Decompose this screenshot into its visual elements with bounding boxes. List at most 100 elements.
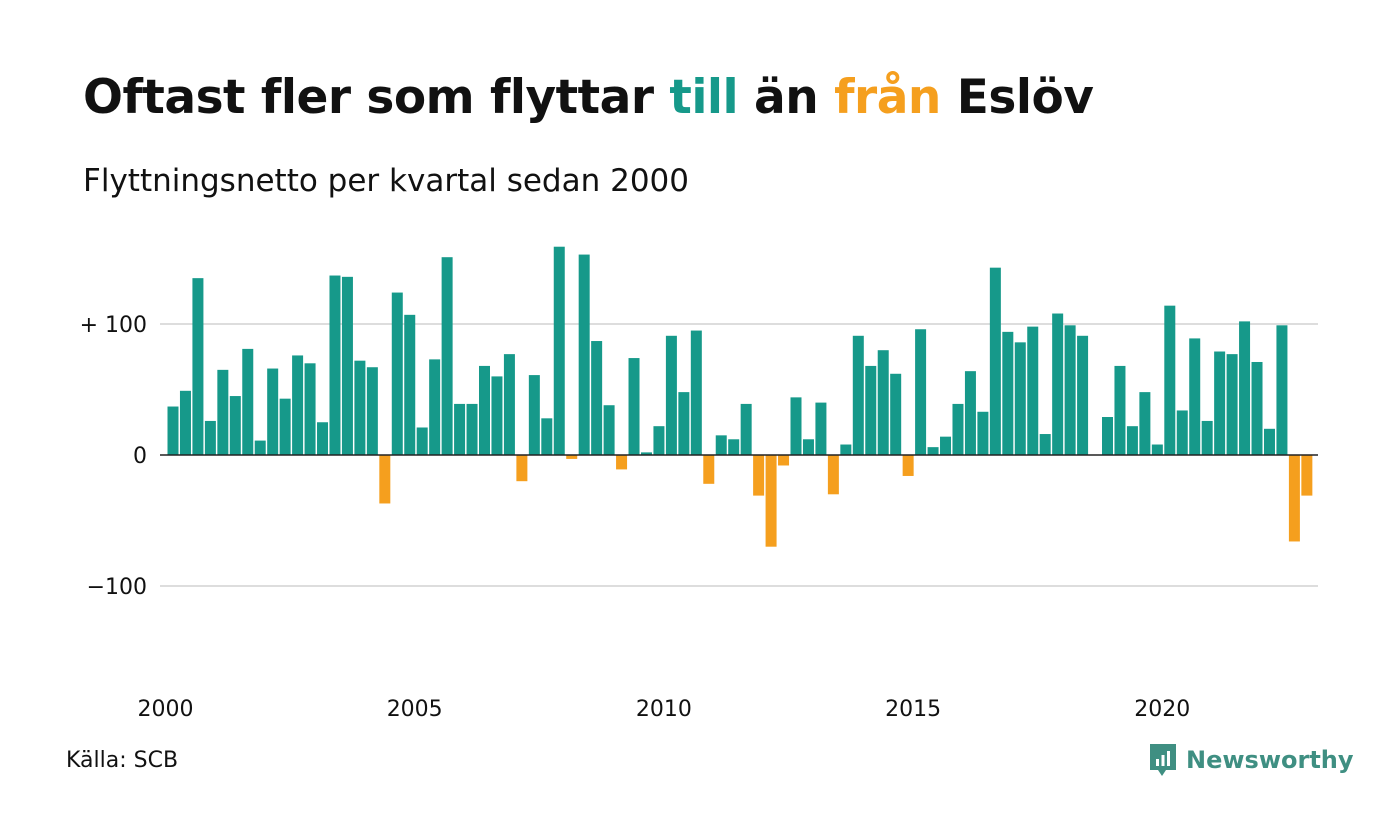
x-tick-label: 2005 xyxy=(387,697,443,722)
bar-2008-q2 xyxy=(578,254,590,455)
bar-2010-q4 xyxy=(703,455,715,484)
bar-2007-q2 xyxy=(528,375,540,455)
bar-2015-q1 xyxy=(915,329,927,455)
bar-2014-q3 xyxy=(890,373,902,455)
bar-2018-q2 xyxy=(1077,335,1089,455)
bar-2017-q1 xyxy=(1014,342,1026,455)
bar-2002-q1 xyxy=(267,368,279,455)
bar-2006-q2 xyxy=(479,365,490,455)
bar-2000-q3 xyxy=(192,278,204,455)
bar-2013-q4 xyxy=(852,335,864,455)
bar-2013-q1 xyxy=(815,402,827,455)
bar-2007-q4 xyxy=(553,246,565,455)
bar-2001-q4 xyxy=(254,440,266,455)
bar-2003-q3 xyxy=(341,276,353,455)
bar-2005-q1 xyxy=(416,427,428,455)
bar-2021-q3 xyxy=(1239,321,1251,455)
bar-2001-q3 xyxy=(242,348,254,455)
bar-2000-q4 xyxy=(204,420,216,455)
bar-2011-q2 xyxy=(728,439,740,455)
bar-2008-q3 xyxy=(591,341,603,455)
bar-2005-q4 xyxy=(454,403,466,455)
y-tick-labels: + 100 0 −100 xyxy=(80,313,147,600)
x-tick-label: 2000 xyxy=(138,697,194,722)
bar-2020-q1 xyxy=(1164,305,1176,455)
bar-2014-q4 xyxy=(902,455,914,476)
bar-2007-q1 xyxy=(516,455,528,482)
bar-2000-q1 xyxy=(167,406,179,455)
bar-2021-q2 xyxy=(1226,354,1238,455)
bar-2005-q2 xyxy=(429,359,441,455)
bar-2011-q4 xyxy=(753,455,765,496)
bar-2018-q4 xyxy=(1102,417,1113,455)
chart-title: Oftast fler som flyttar till än från Esl… xyxy=(83,70,1094,125)
bar-2019-q2 xyxy=(1126,426,1138,455)
bar-2005-q3 xyxy=(441,257,453,455)
brand-logo[interactable]: Newsworthy xyxy=(1148,742,1354,778)
bar-2017-q2 xyxy=(1027,326,1039,455)
bar-2010-q2 xyxy=(678,392,690,455)
bar-2004-q3 xyxy=(391,292,403,455)
bar-2004-q4 xyxy=(404,314,416,455)
bar-2014-q2 xyxy=(877,350,889,455)
x-tick-label: 2010 xyxy=(636,697,692,722)
bar-2011-q1 xyxy=(715,435,727,455)
bar-2016-q2 xyxy=(977,411,989,455)
bar-2020-q4 xyxy=(1201,420,1213,455)
y-tick-label: 0 xyxy=(133,444,147,469)
bar-2019-q1 xyxy=(1114,365,1126,455)
bar-2012-q3 xyxy=(790,397,802,455)
bar-2013-q2 xyxy=(827,455,839,495)
bar-2010-q3 xyxy=(690,330,702,455)
bar-2015-q2 xyxy=(927,447,939,455)
title-fran-word: från xyxy=(834,70,941,125)
bar-2008-q1 xyxy=(566,455,578,459)
bar-2012-q1 xyxy=(765,455,777,547)
bar-2009-q3 xyxy=(640,452,652,455)
newsworthy-logo-icon xyxy=(1150,744,1176,776)
bar-2019-q3 xyxy=(1139,392,1151,455)
source-note: Källa: SCB xyxy=(66,748,179,773)
x-tick-labels: 2000 2005 2010 2015 2020 xyxy=(138,697,1191,722)
bar-2020-q3 xyxy=(1189,338,1201,455)
bar-2003-q4 xyxy=(354,360,366,455)
bar-2000-q2 xyxy=(179,390,191,455)
x-tick-label: 2020 xyxy=(1134,697,1190,722)
bar-2013-q3 xyxy=(840,444,852,455)
x-tick-label: 2015 xyxy=(885,697,941,722)
bar-2002-q3 xyxy=(292,355,304,455)
bar-2004-q2 xyxy=(379,455,391,504)
bar-2012-q4 xyxy=(802,439,814,455)
bar-2020-q2 xyxy=(1176,410,1188,455)
bar-2015-q3 xyxy=(940,436,952,455)
bar-2006-q1 xyxy=(466,403,478,455)
bar-2022-q1 xyxy=(1263,428,1275,455)
bar-2003-q2 xyxy=(329,275,341,455)
bar-2012-q2 xyxy=(778,455,790,466)
bar-2001-q1 xyxy=(217,369,229,455)
bar-2022-q4 xyxy=(1301,455,1313,496)
bar-2016-q1 xyxy=(964,371,976,455)
y-tick-label: −100 xyxy=(87,575,147,600)
bar-2007-q3 xyxy=(541,418,553,455)
bar-2002-q4 xyxy=(304,363,316,455)
bar-2009-q2 xyxy=(628,358,640,455)
title-part-2: än xyxy=(738,70,835,125)
bar-2016-q4 xyxy=(1002,331,1014,455)
bar-2010-q1 xyxy=(665,335,677,455)
bar-2014-q1 xyxy=(865,365,877,455)
title-till-word: till xyxy=(669,70,739,125)
grid-lines xyxy=(160,323,1318,587)
bar-2021-q4 xyxy=(1251,361,1263,455)
chart-subtitle: Flyttningsnetto per kvartal sedan 2000 xyxy=(83,163,689,199)
bar-2022-q2 xyxy=(1276,325,1288,455)
bar-2002-q2 xyxy=(279,398,291,455)
bar-2004-q1 xyxy=(366,367,378,455)
bar-2018-q1 xyxy=(1064,325,1076,455)
bar-2006-q3 xyxy=(491,376,503,455)
bars xyxy=(167,246,1313,547)
bar-2006-q4 xyxy=(503,354,515,455)
bar-2009-q1 xyxy=(616,455,628,470)
bar-2016-q3 xyxy=(989,267,1001,455)
bar-2021-q1 xyxy=(1214,351,1226,455)
